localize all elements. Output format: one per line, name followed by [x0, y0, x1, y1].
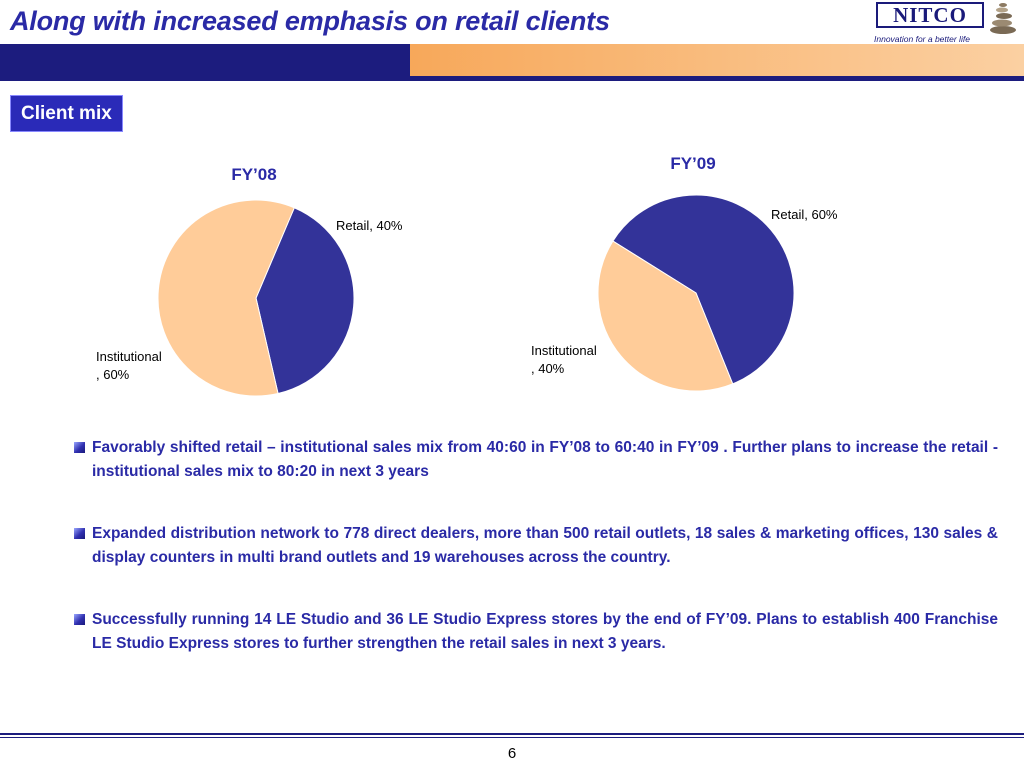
section-label: Client mix — [10, 95, 123, 132]
slice-label: Institutional, 60% — [96, 349, 162, 382]
bullet-item: Successfully running 14 LE Studio and 36… — [72, 608, 998, 656]
header-band-orange — [410, 44, 1024, 76]
pie-chart-title: FY’08 — [231, 165, 276, 184]
footer-divider-thin — [0, 737, 1024, 738]
bullet-item: Expanded distribution network to 778 dir… — [72, 522, 998, 570]
pie-charts: Retail, 40% Institutional, 60% FY’08 Retail… — [96, 154, 838, 397]
square-bullet-icon — [74, 442, 85, 453]
stacked-stones-icon — [990, 3, 1016, 34]
header-band-blue — [0, 44, 410, 76]
footer-divider — [0, 733, 1024, 735]
slice-label: Institutional, 40% — [531, 343, 597, 376]
bullet-item: Favorably shifted retail – institutional… — [72, 436, 998, 484]
pie-slice-institutional-fy08 — [157, 199, 295, 397]
bullet-text: Favorably shifted retail – institutional… — [92, 439, 998, 480]
bullet-text: Successfully running 14 LE Studio and 36… — [92, 611, 998, 652]
slice-label: Retail, 40% — [336, 218, 403, 233]
square-bullet-icon — [74, 528, 85, 539]
company-logo: NITCO Innovation for a better life — [874, 0, 1020, 44]
square-bullet-icon — [74, 614, 85, 625]
pie-slice-retail-fy08 — [255, 207, 355, 395]
pie-slice-retail-fy09 — [612, 194, 795, 385]
logo-wordmark: NITCO — [876, 2, 984, 28]
bullet-text: Expanded distribution network to 778 dir… — [92, 525, 998, 566]
pie-slice-institutional-fy09 — [597, 240, 734, 392]
page-number: 6 — [507, 745, 517, 762]
logo-tagline: Innovation for a better life — [874, 34, 970, 44]
header-divider — [0, 76, 1024, 81]
slide-title: Along with increased emphasis on retail … — [10, 6, 610, 36]
bullet-list: Favorably shifted retail – institutional… — [72, 436, 998, 694]
pie-chart-title: FY’09 — [670, 154, 715, 173]
slice-label: Retail, 60% — [771, 207, 838, 222]
